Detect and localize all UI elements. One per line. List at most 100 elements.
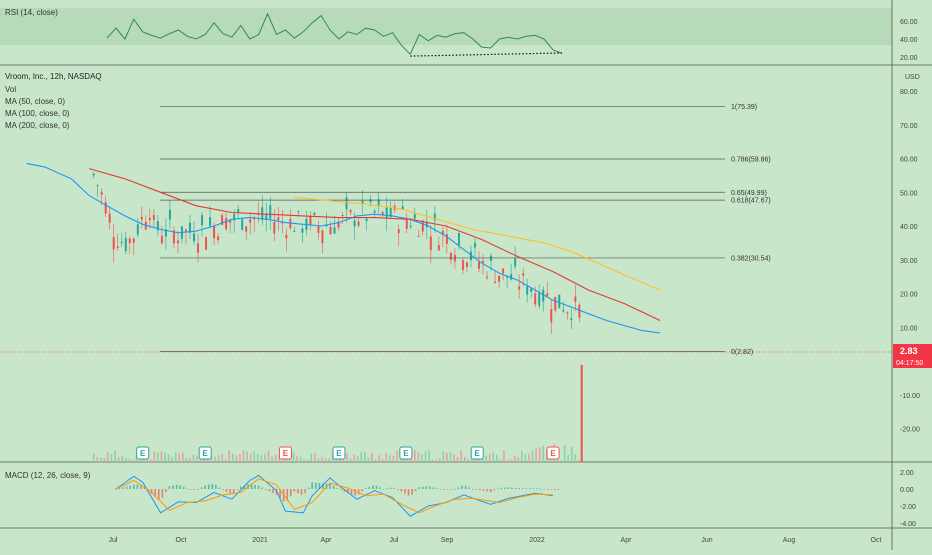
macd-histogram-bar — [218, 487, 221, 489]
candle-body — [225, 218, 228, 230]
price-tick-label: 60.00 — [900, 157, 918, 164]
volume-bar — [221, 454, 223, 462]
volume-bar — [371, 453, 373, 462]
volume-bar — [396, 450, 398, 462]
candle-body — [566, 312, 569, 314]
macd-histogram-bar — [407, 489, 410, 496]
macd-histogram-bar — [418, 487, 421, 489]
volume-bar — [228, 450, 231, 462]
earnings-marker[interactable] — [198, 446, 212, 460]
volume-bar — [421, 454, 423, 462]
legend-ma50[interactable]: MA (50, close, 0) — [5, 97, 65, 106]
candle-body — [341, 214, 344, 216]
macd-histogram-bar — [250, 484, 253, 489]
macd-histogram-bar — [489, 489, 492, 493]
earnings-marker[interactable] — [278, 446, 292, 460]
macd-label[interactable]: MACD (12, 26, close, 9) — [5, 471, 91, 480]
candle-body — [201, 215, 204, 226]
candle-body — [108, 213, 111, 223]
volume-bar — [128, 458, 131, 462]
macd-histogram-bar — [222, 489, 224, 490]
volume-bar — [285, 459, 288, 462]
candle-body — [176, 240, 179, 244]
volume-spike — [580, 365, 583, 462]
volume-bar — [410, 457, 413, 462]
macd-histogram-bar — [379, 487, 381, 489]
macd-histogram-bar — [436, 488, 438, 489]
volume-bar — [274, 454, 277, 462]
macd-histogram-bar — [511, 487, 513, 489]
macd-histogram-bar — [207, 484, 210, 489]
macd-histogram-bar — [261, 487, 264, 489]
macd-histogram-bar — [140, 484, 142, 489]
volume-bar — [499, 459, 502, 462]
candle-body — [128, 238, 131, 244]
volume-bar — [185, 457, 188, 462]
earnings-marker-label: E — [202, 449, 208, 458]
volume-bar — [267, 450, 270, 462]
volume-bar — [496, 454, 498, 462]
candle-body — [297, 211, 300, 213]
candle-body — [538, 292, 541, 306]
volume-bar — [510, 459, 512, 462]
earnings-marker[interactable] — [399, 446, 413, 460]
rsi-line — [106, 12, 563, 56]
volume-bar — [446, 452, 448, 462]
candle-body — [542, 289, 545, 302]
macd-histogram-bar — [150, 489, 153, 495]
macd-histogram-bar — [236, 489, 239, 490]
fib-label: 0(2.82) — [731, 349, 753, 356]
symbol-title[interactable]: Vroom, Inc., 12h, NASDAQ — [5, 72, 102, 81]
time-tick-label: Apr — [621, 537, 633, 544]
volume-bar — [360, 451, 363, 462]
candle-body — [546, 293, 549, 297]
legend-ma100[interactable]: MA (100, close, 0) — [5, 109, 70, 118]
volume-bar — [538, 447, 541, 462]
volume-bar — [153, 451, 156, 462]
candle-body — [421, 220, 424, 232]
volume-bar — [292, 451, 295, 462]
candle-body — [486, 276, 489, 278]
earnings-marker[interactable] — [332, 446, 346, 460]
macd-histogram-bar — [186, 488, 189, 490]
macd-histogram-bar — [507, 487, 510, 489]
legend-ma200[interactable]: MA (200, close, 0) — [5, 121, 70, 130]
candle-body — [184, 229, 187, 232]
price-tick-label: 30.00 — [900, 258, 918, 265]
candle-body — [357, 221, 360, 226]
volume-bar — [406, 458, 409, 462]
legend-vol[interactable]: Vol — [5, 85, 16, 94]
earnings-marker[interactable] — [470, 446, 484, 460]
price-tag[interactable] — [893, 344, 932, 368]
macd-histogram-bar — [361, 489, 363, 492]
candle-body — [469, 251, 472, 261]
price-tick-label: 20.00 — [900, 292, 918, 299]
rsi-label[interactable]: RSI (14, close) — [5, 8, 58, 17]
volume-bar — [524, 453, 527, 462]
volume-bar — [378, 455, 380, 462]
macd-histogram-bar — [439, 488, 442, 490]
candle-body — [221, 215, 224, 225]
macd-tick-label: -2.00 — [900, 504, 916, 511]
candle-body — [554, 296, 557, 311]
macd-histogram-bar — [157, 489, 160, 500]
earnings-marker[interactable] — [136, 446, 150, 460]
macd-histogram-bar — [336, 487, 338, 489]
macd-histogram-bar — [389, 487, 392, 489]
macd-histogram-bar — [532, 488, 535, 489]
volume-bar — [296, 455, 298, 462]
candle-body — [172, 230, 175, 244]
candle-body — [293, 230, 296, 232]
macd-histogram-bar — [461, 485, 463, 489]
volume-bar — [299, 456, 302, 462]
volume-bar — [249, 453, 252, 462]
candle-body — [112, 237, 115, 250]
ma100-line — [89, 168, 661, 321]
candle-body — [237, 209, 240, 213]
earnings-marker[interactable] — [546, 446, 560, 460]
volume-bar — [574, 454, 577, 462]
price-tick-label: -20.00 — [900, 427, 920, 434]
volume-bar — [570, 446, 573, 462]
